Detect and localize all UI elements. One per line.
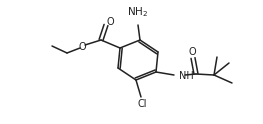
Text: NH$_2$: NH$_2$ [128,5,149,19]
Text: O: O [188,47,196,57]
Text: O: O [106,17,114,27]
Text: NH: NH [179,71,194,81]
Text: Cl: Cl [137,99,147,109]
Text: O: O [78,42,86,52]
